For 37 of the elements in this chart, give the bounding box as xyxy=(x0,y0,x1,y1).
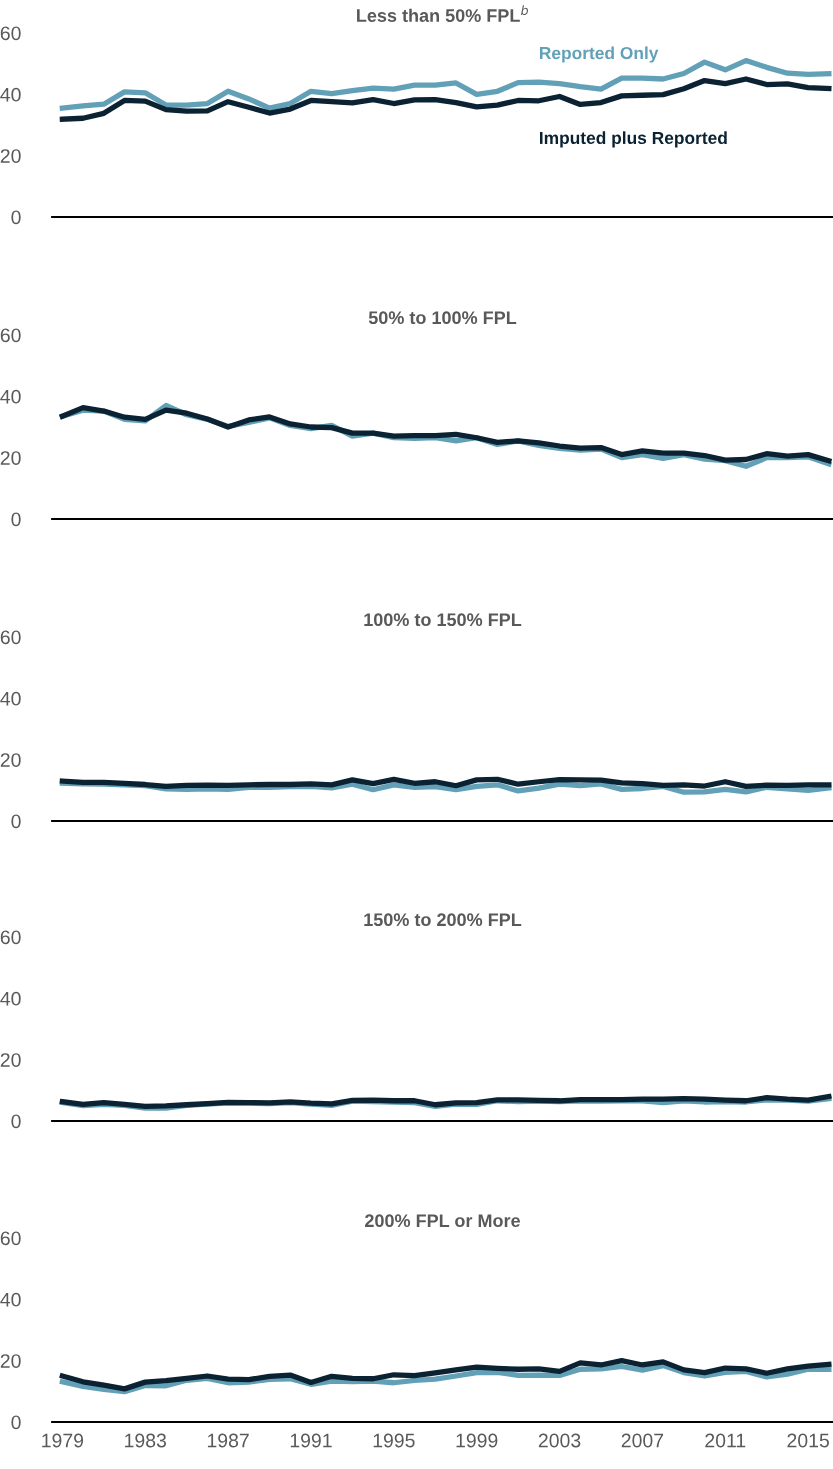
y-tick-label: 0 xyxy=(11,814,21,829)
chart-title: 200% FPL or More xyxy=(365,1214,520,1228)
y-tick-label: 60 xyxy=(0,630,21,645)
y-tick-label: 40 xyxy=(0,87,21,102)
y-tick-label: 20 xyxy=(0,1354,21,1368)
chart-title: 150% to 200% FPL xyxy=(364,913,522,927)
y-tick-label: 40 xyxy=(0,991,21,1006)
series-label: Imputed plus Reported xyxy=(539,131,727,148)
y-tick-label: 40 xyxy=(0,691,21,706)
chart-title: 50% to 100% FPL xyxy=(368,311,517,325)
y-tick-label: 0 xyxy=(11,210,21,225)
x-tick-label: 2015 xyxy=(787,1433,829,1448)
y-tick-label: 60 xyxy=(0,328,21,343)
x-tick-label: 2011 xyxy=(705,1433,746,1448)
y-tick-label: 60 xyxy=(0,930,21,945)
y-tick-label: 20 xyxy=(0,149,21,163)
y-tick-label: 0 xyxy=(11,512,21,527)
x-tick-label: 1991 xyxy=(290,1433,332,1448)
y-tick-label: 0 xyxy=(11,1415,21,1430)
x-tick-label: 2003 xyxy=(538,1433,581,1448)
y-tick-label: 40 xyxy=(0,389,21,404)
x-tick-label: 1983 xyxy=(125,1433,166,1448)
chart-title: 100% to 150% FPL xyxy=(364,613,522,627)
x-tick-label: 1979 xyxy=(42,1433,84,1448)
x-tick-label: 2007 xyxy=(621,1433,664,1448)
y-tick-label: 20 xyxy=(0,753,21,767)
chart-title: Less than 50% FPL$^{b}$ xyxy=(357,5,528,22)
y-tick-label: 60 xyxy=(0,26,21,41)
y-tick-label: 20 xyxy=(0,451,21,465)
y-tick-label: 60 xyxy=(0,1231,21,1246)
y-tick-label: 20 xyxy=(0,1053,21,1067)
x-tick-label: 1995 xyxy=(373,1433,415,1448)
y-tick-label: 40 xyxy=(0,1292,21,1307)
series-label: Reported Only xyxy=(539,46,659,63)
x-tick-label: 1999 xyxy=(456,1433,498,1448)
x-tick-label: 1987 xyxy=(207,1433,249,1448)
y-tick-label: 0 xyxy=(11,1114,21,1129)
